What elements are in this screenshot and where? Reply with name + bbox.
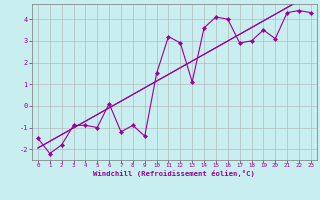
X-axis label: Windchill (Refroidissement éolien,°C): Windchill (Refroidissement éolien,°C) — [93, 170, 255, 177]
